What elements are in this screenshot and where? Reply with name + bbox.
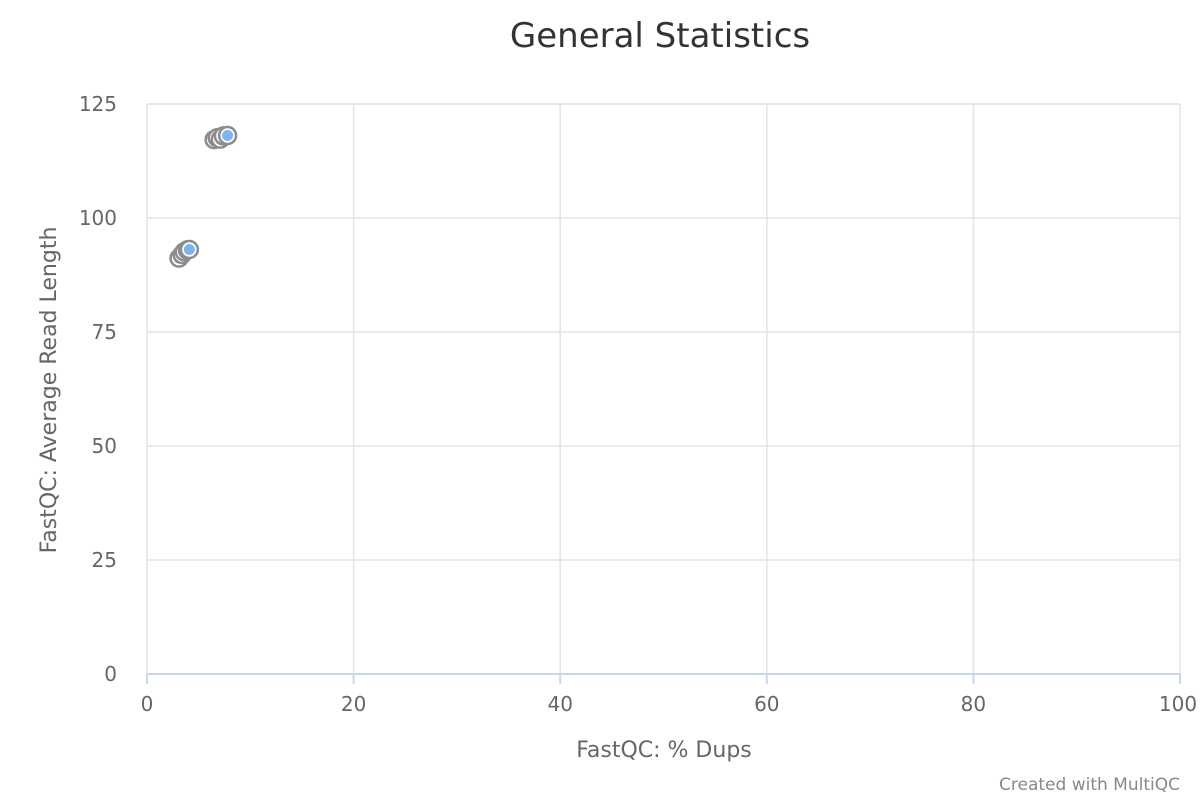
y-tick-label: 0	[104, 662, 117, 686]
data-point-fill	[222, 129, 234, 141]
chart-title: General Statistics	[510, 16, 810, 56]
y-tick-label: 125	[79, 92, 117, 116]
data-points[interactable]: Samples: (3.1, 91.2)Samples: (3.4, 92)Sa…	[169, 125, 238, 268]
tick-labels: 0 25 50 75 100 125 0 20 40 60 80 100	[79, 92, 1197, 716]
x-axis-title: FastQC: % Dups	[576, 738, 752, 763]
y-tick-label: 50	[92, 434, 117, 458]
y-tick-label: 100	[79, 206, 117, 230]
grid	[147, 103, 1181, 674]
x-tick-label: 0	[141, 692, 154, 716]
data-point-fill	[183, 243, 195, 255]
y-tick-label: 75	[92, 320, 117, 344]
data-point[interactable]: Samples: (7.8, 118.1)	[217, 125, 238, 146]
x-tick-label: 40	[547, 692, 572, 716]
y-tick-label: 25	[92, 548, 117, 572]
x-tick-label: 80	[961, 692, 986, 716]
axes	[146, 103, 1181, 684]
data-point[interactable]: Samples: (4.1, 93.1)	[179, 239, 200, 260]
x-tick-label: 60	[754, 692, 779, 716]
y-axis-title: FastQC: Average Read Length	[37, 227, 62, 554]
credits-link[interactable]: Created with MultiQC	[999, 775, 1180, 795]
x-tick-label: 100	[1159, 692, 1197, 716]
x-tick-label: 20	[341, 692, 366, 716]
